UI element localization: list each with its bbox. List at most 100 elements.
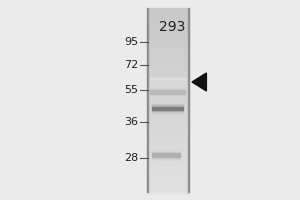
Bar [148,56,188,58]
Bar [148,10,188,12]
Bar [148,54,188,56]
Bar [148,170,188,172]
Bar [148,135,188,137]
Bar [152,150,180,153]
Bar [148,94,188,97]
Bar [148,115,188,117]
Bar [152,110,183,112]
Bar [148,175,188,178]
Bar [148,39,188,42]
Bar [148,183,188,185]
Bar [148,113,188,115]
Bar [148,190,188,192]
Bar [148,28,188,31]
Bar [148,48,188,51]
Bar [148,129,188,132]
Bar [148,45,188,47]
Bar [148,52,188,54]
Bar [148,163,188,165]
Bar [148,89,188,91]
Bar [152,105,183,106]
Bar [150,88,185,90]
Bar [148,117,188,119]
Bar [148,137,188,139]
Bar [148,96,188,99]
Bar [148,82,188,84]
Bar [152,110,183,111]
Bar [148,19,188,21]
Bar [150,84,186,88]
Bar [152,153,180,157]
Bar [148,74,188,77]
Bar [148,131,188,134]
Bar [148,83,188,86]
Bar [148,8,188,10]
Bar [148,58,188,60]
Bar [148,43,188,45]
Bar [148,142,188,145]
Bar [152,157,180,158]
Bar [148,128,188,130]
Bar [148,157,188,159]
Bar [148,174,188,176]
Bar [148,41,188,43]
Bar [148,118,188,121]
Bar [148,164,188,167]
Bar [148,172,188,174]
Bar [150,94,185,97]
Bar [148,140,188,143]
Bar [148,61,188,64]
Bar [148,50,188,53]
Bar [148,32,188,34]
Bar [148,65,188,67]
Bar [148,185,188,187]
Text: 28: 28 [124,153,138,163]
Bar [148,21,188,23]
Bar [148,93,188,95]
Bar [148,72,188,75]
Bar [148,100,188,102]
Bar [148,15,188,18]
Bar [148,179,188,181]
Bar [150,87,185,90]
Bar [148,23,188,25]
Text: 36: 36 [124,117,138,127]
Bar [148,47,188,49]
Bar [148,17,188,20]
Text: 72: 72 [124,60,138,70]
Bar [148,60,188,62]
Bar [148,177,188,180]
Bar [148,181,188,183]
Bar [148,144,188,146]
Bar [150,90,185,94]
Bar [148,133,188,135]
Bar [148,85,188,88]
Bar [148,87,188,89]
Bar [148,155,188,158]
Bar [150,79,186,84]
Bar [152,152,180,153]
Bar [148,159,188,161]
Bar [148,71,188,73]
Bar [148,98,188,100]
Bar [148,106,188,108]
Bar [148,124,188,126]
Bar [148,67,188,69]
Bar [150,94,185,96]
Bar [150,76,186,79]
Bar [148,166,188,169]
Bar [152,104,183,106]
Bar [148,139,188,141]
Bar [148,107,188,110]
Bar [148,161,188,163]
Bar [148,12,188,14]
Bar [148,14,188,16]
Text: 95: 95 [124,37,138,47]
Bar [148,91,188,93]
Bar [148,111,188,113]
Bar [148,102,188,104]
Bar [148,150,188,152]
Bar [148,26,188,29]
Bar [148,78,188,80]
Bar [148,104,188,106]
